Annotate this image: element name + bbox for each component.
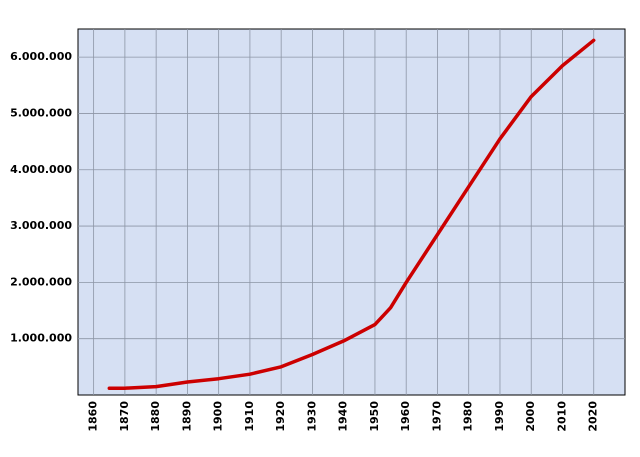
x-tick-label: 1870 (118, 401, 131, 432)
y-tick-label: 5.000.000 (10, 106, 72, 119)
x-tick-label: 2010 (555, 401, 568, 432)
y-tick-label: 1.000.000 (10, 332, 72, 345)
y-tick-label: 6.000.000 (10, 50, 72, 63)
x-tick-label: 1880 (149, 401, 162, 432)
y-tick-label: 2.000.000 (10, 275, 72, 288)
x-tick-label: 2000 (524, 401, 537, 432)
plot-area (77, 28, 626, 396)
x-tick-label: 1910 (243, 401, 256, 432)
x-tick-label: 1970 (430, 401, 443, 432)
y-tick-label: 4.000.000 (10, 163, 72, 176)
x-tick-label: 1980 (462, 401, 475, 432)
x-tick-label: 1930 (305, 401, 318, 432)
x-tick-label: 1950 (368, 401, 381, 432)
x-tick-label: 2020 (587, 401, 600, 432)
y-tick-label: 3.000.000 (10, 219, 72, 232)
x-tick-label: 1990 (493, 401, 506, 432)
x-tick-label: 1940 (337, 401, 350, 432)
x-tick-label: 1890 (180, 401, 193, 432)
x-tick-label: 1860 (87, 401, 100, 432)
x-tick-label: 1960 (399, 401, 412, 432)
data-line (107, 38, 596, 390)
x-tick-label: 1900 (212, 401, 225, 432)
x-tick-label: 1920 (274, 401, 287, 432)
